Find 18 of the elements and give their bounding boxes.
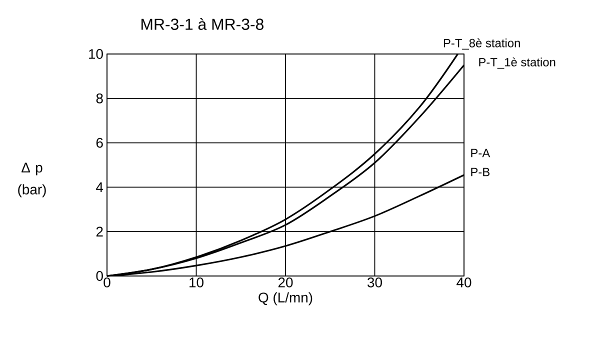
y-tick-label: 10 xyxy=(89,49,103,59)
y-axis-title: Δ p (bar) xyxy=(18,162,46,198)
series-label: P-T_8è station xyxy=(444,38,520,50)
x-tick-label: 10 xyxy=(190,278,204,288)
x-tick-label: 30 xyxy=(368,278,382,288)
x-tick-label: 0 xyxy=(104,278,110,288)
y-tick-label: 0 xyxy=(96,271,103,281)
chart-title: MR-3-1 à MR-3-8 xyxy=(142,18,264,30)
y-tick-label: 2 xyxy=(96,226,103,236)
x-tick-label: 20 xyxy=(278,278,293,288)
x-axis-title: Q (L/mn) xyxy=(258,292,312,306)
annotation: P-B xyxy=(471,168,490,176)
series-label: P-A xyxy=(471,148,490,158)
y-tick-label: 6 xyxy=(96,138,103,148)
series-label: P-T_1è station xyxy=(479,58,556,69)
y-tick-label: 4 xyxy=(96,182,104,192)
y-tick-label: 8 xyxy=(96,93,103,104)
x-tick-label: 40 xyxy=(456,278,472,288)
